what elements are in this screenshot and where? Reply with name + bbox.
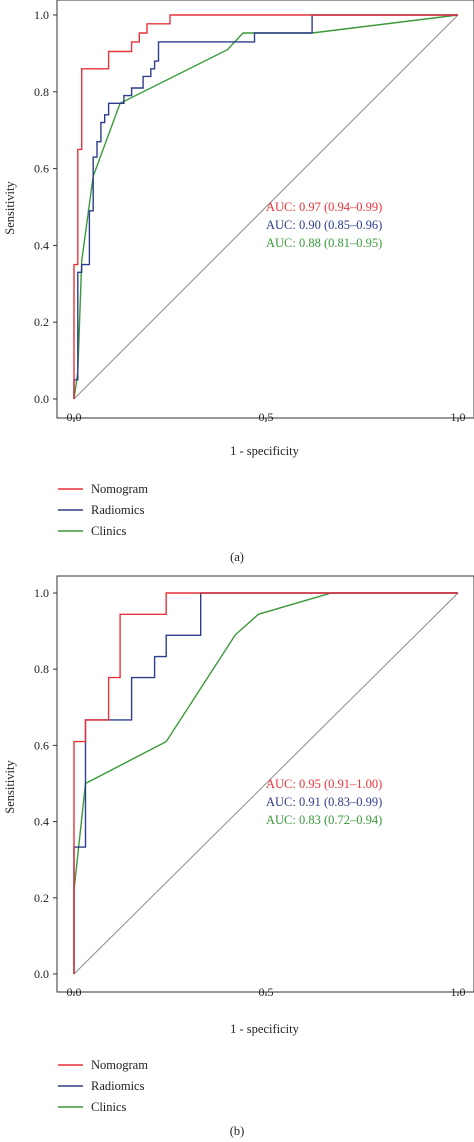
x-tick-label: 0.0 [67,985,82,999]
reference-diagonal-line [73,592,459,975]
legend: Nomogram Radiomics Clinics [58,1058,148,1114]
y-tick-label: 0.8 [34,85,49,99]
auc-annotation-nomogram: AUC: 0.95 (0.91–1.00) [266,777,382,791]
roc-panel-a: 0.0 0.2 0.4 0.6 0.8 1.0 0.0 0.5 1.0 1 - specifici… [3,0,474,564]
y-tick-label: 0.6 [34,738,49,752]
roc-curve-radiomics [73,14,458,399]
panel-label: (a) [230,550,244,564]
y-tick-label: 0.2 [34,891,49,905]
legend: Nomogram Radiomics Clinics [58,482,148,538]
y-tick-label: 1.0 [34,586,49,600]
y-tick-label: 0.2 [34,315,49,329]
auc-annotation-clinics: AUC: 0.83 (0.72–0.94) [266,813,382,827]
y-tick-label: 0.0 [34,392,49,406]
x-tick-label: 0.5 [259,985,274,999]
legend-label-clinics: Clinics [91,1100,127,1114]
y-axis-label: Sensitivity [3,181,17,235]
y-axis-label: Sensitivity [3,760,17,814]
x-axis-label: 1 - specificity [230,1022,299,1036]
roc-panel-b: 0.0 0.2 0.4 0.6 0.8 1.0 0.0 0.5 1.0 1 - specifici… [3,575,474,1138]
auc-annotation-radiomics: AUC: 0.90 (0.85–0.96) [266,218,382,232]
y-tick-label: 0.8 [34,662,49,676]
auc-annotation-radiomics: AUC: 0.91 (0.83–0.99) [266,795,382,809]
x-tick-label: 1.0 [451,985,466,999]
legend-label-clinics: Clinics [91,524,127,538]
roc-curve-clinics [73,592,458,974]
y-tick-label: 0.4 [34,238,49,252]
x-tick-label: 0.5 [259,410,274,424]
roc-curve-nomogram [73,14,458,399]
x-tick-label: 0.0 [67,410,82,424]
auc-annotation-nomogram: AUC: 0.97 (0.94–0.99) [266,200,382,214]
roc-curve-nomogram [73,592,458,974]
legend-label-radiomics: Radiomics [91,503,145,517]
y-tick-label: 0.4 [34,815,49,829]
panel-label: (b) [230,1124,245,1138]
y-tick-label: 1.0 [34,8,49,22]
auc-annotation-clinics: AUC: 0.88 (0.81–0.95) [266,236,382,250]
x-tick-label: 1.0 [451,410,466,424]
y-tick-label: 0.0 [34,967,49,981]
x-axis-label: 1 - specificity [230,444,299,458]
roc-curve-radiomics [73,592,458,974]
y-tick-label: 0.6 [34,162,49,176]
legend-label-nomogram: Nomogram [91,1058,148,1072]
reference-diagonal-line [73,14,459,400]
legend-label-radiomics: Radiomics [91,1079,145,1093]
legend-label-nomogram: Nomogram [91,482,148,496]
